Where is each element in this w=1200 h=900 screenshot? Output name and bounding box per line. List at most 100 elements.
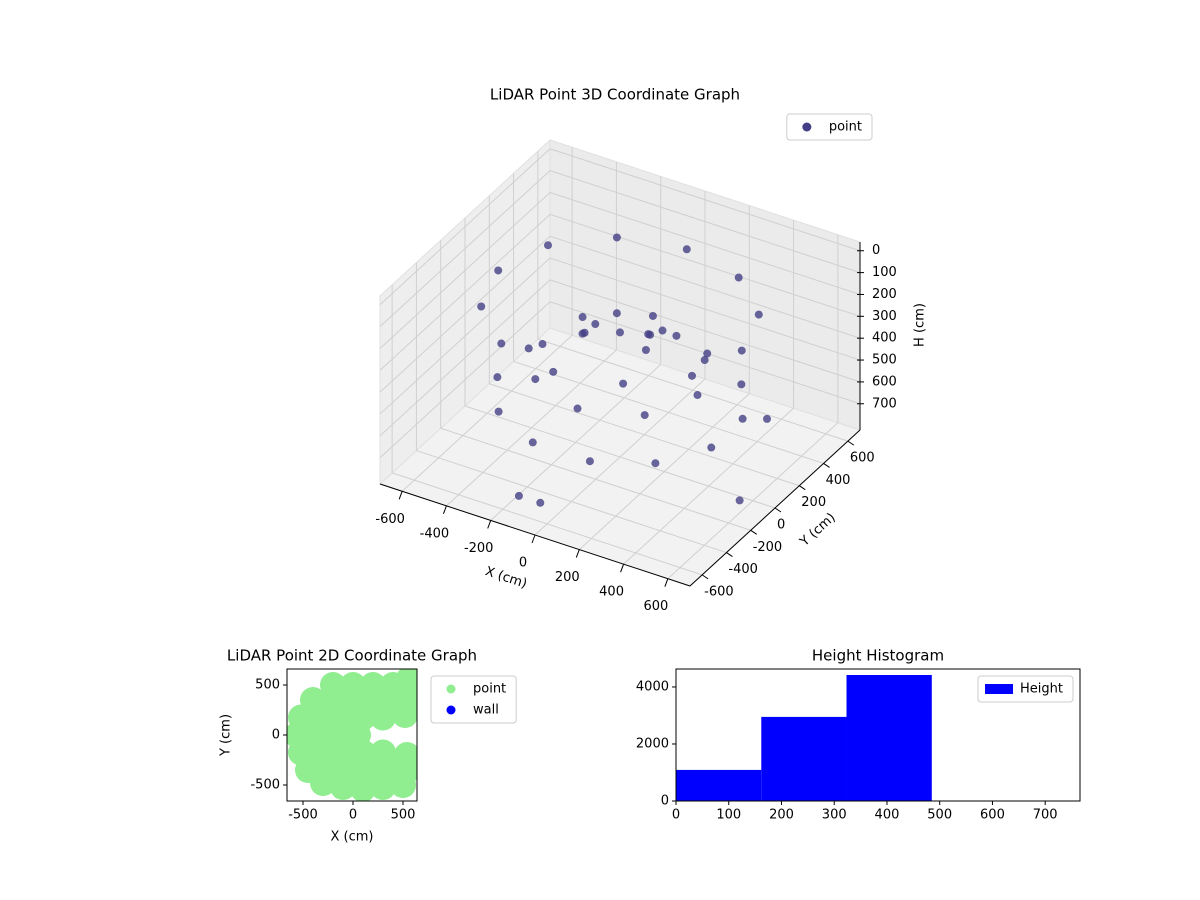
y-tick-label: 2000 xyxy=(636,736,669,751)
grid-line xyxy=(379,279,551,437)
grid-line xyxy=(537,338,849,442)
point xyxy=(370,774,396,800)
x-tick xyxy=(575,549,580,558)
grid-line xyxy=(549,279,861,383)
point xyxy=(396,669,417,692)
y-tick-label: 4000 xyxy=(636,679,669,694)
x-tick-label: 0 xyxy=(672,808,680,823)
point xyxy=(477,302,486,311)
z-tick-label: 200 xyxy=(872,287,897,302)
z-tick-label: 700 xyxy=(872,396,897,411)
z-axis-label: H (cm) xyxy=(913,303,928,347)
y-tick-label: -500 xyxy=(250,778,280,793)
y-tick xyxy=(701,574,709,580)
z-tick-label: 0 xyxy=(872,243,880,258)
point xyxy=(573,404,582,413)
x-tick-label: 600 xyxy=(980,808,1005,823)
x-tick xyxy=(664,578,669,587)
grid-line xyxy=(379,257,551,415)
point xyxy=(707,443,716,452)
legend: point wall xyxy=(430,675,517,724)
x-tick xyxy=(487,520,492,529)
point xyxy=(536,498,545,507)
y-axis-label: Y (cm) xyxy=(219,714,234,757)
x-tick-label: 500 xyxy=(927,808,952,823)
grid-line xyxy=(379,301,551,459)
point xyxy=(585,457,594,466)
point xyxy=(578,329,587,338)
grid-line xyxy=(549,170,861,274)
point xyxy=(700,356,709,365)
point xyxy=(641,346,650,355)
y-axis-label: Y (cm) xyxy=(797,510,839,550)
x-tick xyxy=(398,491,403,500)
point xyxy=(350,776,376,801)
point xyxy=(703,349,712,358)
legend-box xyxy=(786,113,873,141)
z-tick-label: 500 xyxy=(872,353,897,368)
point xyxy=(549,367,558,376)
legend-label: point xyxy=(473,682,506,697)
bar xyxy=(761,716,847,801)
point xyxy=(494,407,503,416)
grid-line xyxy=(549,257,861,361)
legend-label: point xyxy=(829,120,862,135)
x-tick-label: 0 xyxy=(519,556,527,571)
point xyxy=(616,328,624,337)
y-tick xyxy=(823,463,830,468)
y-tick-label: 600 xyxy=(850,451,875,466)
y-tick xyxy=(774,507,782,513)
point xyxy=(591,320,600,329)
grid-line xyxy=(549,213,861,317)
legend-marker xyxy=(446,705,456,715)
point xyxy=(738,414,747,423)
grid-line xyxy=(379,148,551,306)
x-tick-label: -500 xyxy=(288,808,318,823)
point xyxy=(688,371,697,380)
z-tick-label: 600 xyxy=(872,374,897,389)
point xyxy=(578,313,587,322)
y-tick-label: -400 xyxy=(728,562,758,577)
point xyxy=(514,491,523,500)
point xyxy=(763,414,771,423)
grid-line xyxy=(379,213,551,371)
chart-title: LiDAR Point 2D Coordinate Graph xyxy=(227,647,477,665)
x-axis-label: X (cm) xyxy=(331,830,374,845)
y-tick-label: 200 xyxy=(801,495,826,510)
z-tick-label: 300 xyxy=(872,309,897,324)
grid-line xyxy=(391,472,703,576)
y-tick-label: 0 xyxy=(777,518,785,533)
x-tick-label: 500 xyxy=(391,808,416,823)
chart-title: LiDAR Point 3D Coordinate Graph xyxy=(490,86,740,104)
point xyxy=(672,331,681,340)
grid-line xyxy=(416,450,727,554)
point xyxy=(619,379,628,388)
point xyxy=(651,459,660,468)
x-tick-label: 100 xyxy=(716,808,741,823)
grid-line xyxy=(549,191,861,295)
point xyxy=(737,380,746,389)
point xyxy=(497,339,506,348)
x-tick xyxy=(620,563,625,573)
legend-label: Height xyxy=(1020,682,1063,697)
point xyxy=(693,391,702,400)
point xyxy=(531,375,540,384)
x-tick-label: -400 xyxy=(420,526,450,541)
point xyxy=(370,704,396,731)
point xyxy=(538,340,547,349)
point xyxy=(543,241,552,250)
grid-line xyxy=(379,192,551,349)
y-tick xyxy=(726,552,733,557)
bar xyxy=(676,769,762,801)
point xyxy=(648,311,657,320)
z-tick-label: 100 xyxy=(872,265,897,280)
legend-marker xyxy=(446,684,456,694)
legend-box xyxy=(977,675,1074,703)
x-tick xyxy=(442,505,447,515)
grid-line xyxy=(513,360,824,464)
point xyxy=(612,233,621,242)
y-tick xyxy=(847,440,855,446)
x-tick-label: -200 xyxy=(464,541,494,556)
